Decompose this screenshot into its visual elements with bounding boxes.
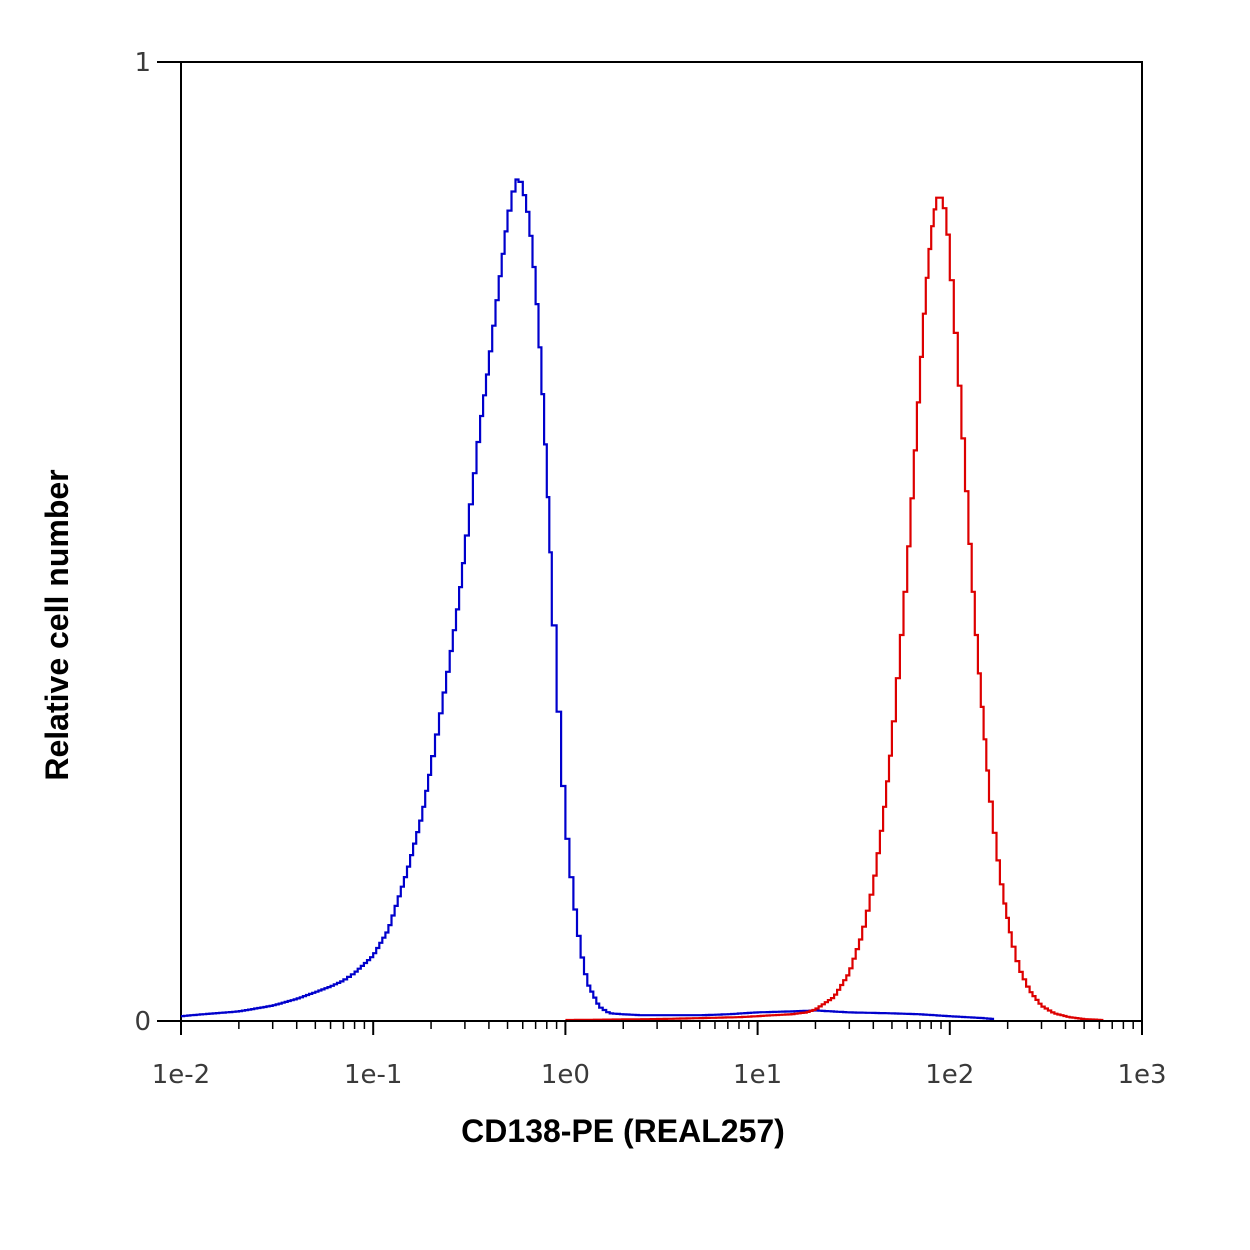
x-tick-label: 1e0	[541, 1060, 590, 1090]
series-layer	[181, 178, 1104, 1022]
y-axis: 01	[134, 48, 181, 1037]
y-tick-label: 1	[134, 48, 151, 78]
x-tick-label: 1e3	[1117, 1060, 1166, 1090]
x-axis-title: CD138-PE (REAL257)	[461, 1113, 785, 1149]
y-axis-title: Relative cell number	[39, 469, 75, 780]
x-tick-label: 1e-2	[152, 1060, 210, 1090]
x-tick-label: 1e1	[733, 1060, 782, 1090]
x-axis: 1e-2 1e-1 1e0 1e1 1e2 1e3	[152, 1020, 1167, 1090]
series-line-2	[565, 196, 1104, 1022]
series-line-1	[181, 178, 995, 1020]
x-tick-label: 1e-1	[344, 1060, 402, 1090]
x-tick-label: 1e2	[925, 1060, 974, 1090]
plot-frame	[180, 61, 1143, 1022]
y-tick-label: 0	[134, 1007, 151, 1037]
